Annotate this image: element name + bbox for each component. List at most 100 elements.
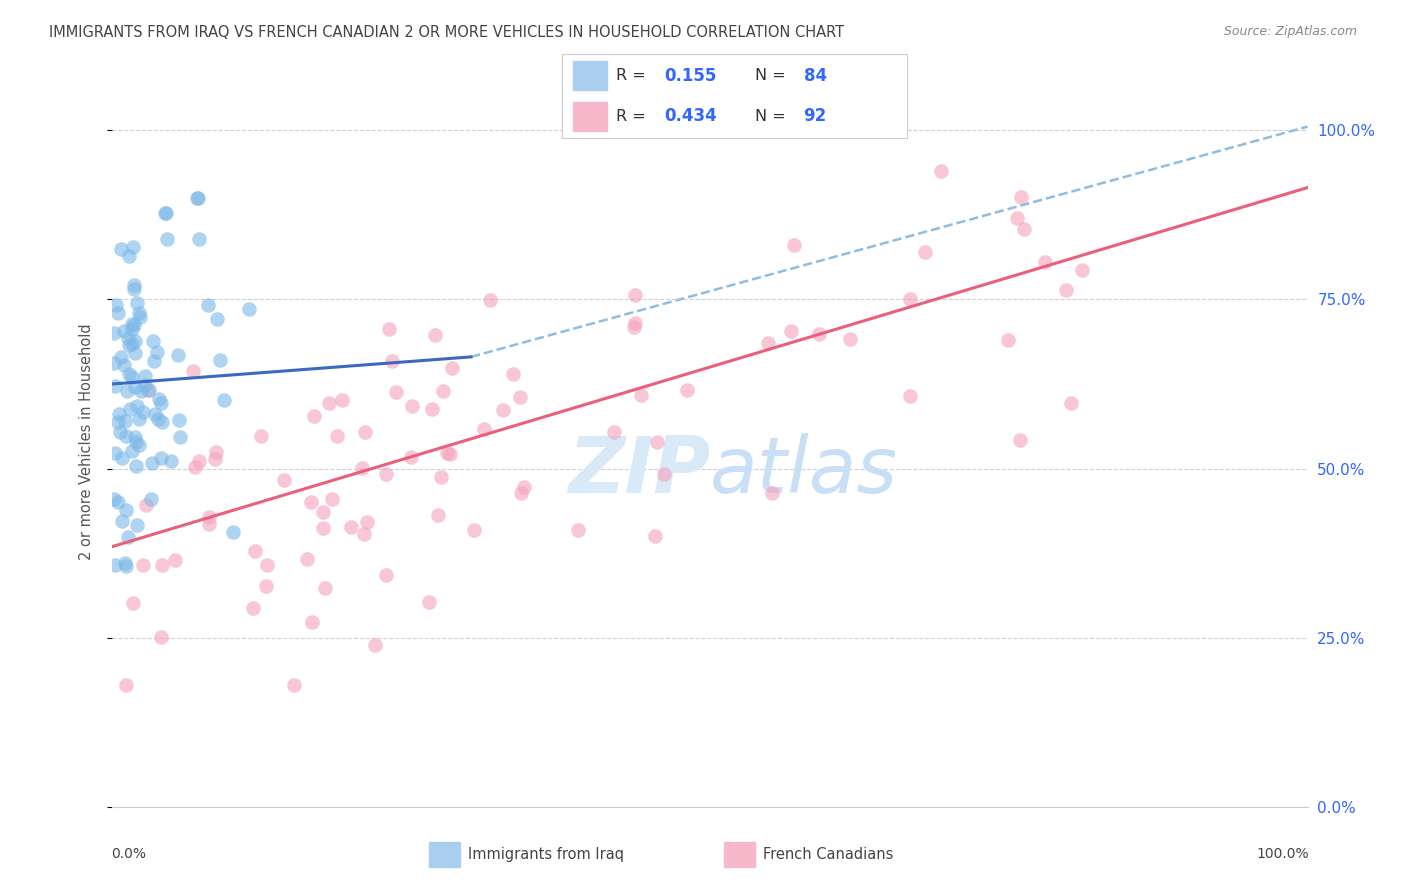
Point [304,409,326,423]
Point [103,356,125,370]
Point [117,331,139,345]
Point [375,567,398,582]
Text: 84: 84 [804,67,827,85]
Point [418,595,440,609]
Point [104,558,127,573]
Point [111,514,134,528]
Point [1054,284,1077,298]
Point [103,492,125,507]
Point [783,238,806,252]
Point [125,435,148,450]
Point [439,447,461,461]
Point [509,390,531,404]
Point [121,370,143,384]
Point [114,559,136,574]
Text: 0.434: 0.434 [664,107,717,125]
Point [115,428,138,442]
Point [114,414,136,428]
Point [401,399,423,413]
Point [121,322,143,336]
Point [138,383,160,397]
Point [603,425,626,439]
Point [502,368,524,382]
Point [104,379,127,393]
Point [125,458,148,473]
Point [898,292,921,306]
Point [128,438,150,452]
Point [492,403,515,417]
Point [129,310,152,324]
Point [103,326,125,341]
Point [155,206,177,220]
Point [254,579,277,593]
Point [929,164,952,178]
Point [353,425,375,440]
Point [256,558,278,573]
Point [510,486,533,500]
Point [122,318,145,333]
Point [623,320,645,334]
Point [283,678,305,692]
Point [121,336,143,351]
Point [141,456,163,470]
Point [242,600,264,615]
Text: 100.0%: 100.0% [1256,847,1309,862]
Point [385,384,408,399]
Point [122,278,145,293]
Point [186,191,208,205]
Point [432,384,454,399]
Point [623,287,645,301]
Point [780,324,803,338]
Point [761,486,783,500]
Point [104,446,127,460]
Point [427,508,450,522]
Point [399,450,422,465]
Point [136,383,159,397]
Point [166,349,188,363]
Point [110,351,132,365]
Point [378,322,401,336]
Point [153,206,176,220]
Point [647,435,669,450]
Point [318,396,340,410]
Point [299,494,322,508]
Text: 0.155: 0.155 [664,67,717,85]
Point [143,407,166,421]
Y-axis label: 2 or more Vehicles in Household: 2 or more Vehicles in Household [79,323,94,560]
Point [169,430,191,444]
Text: French Canadians: French Canadians [763,847,894,862]
Point [127,399,149,413]
Point [339,520,361,534]
Point [115,384,138,398]
Point [630,388,652,402]
Point [652,467,675,481]
Point [124,430,146,444]
Point [312,505,335,519]
Point [148,392,170,406]
Point [124,379,146,393]
Point [295,551,318,566]
Point [204,451,226,466]
Point [440,360,463,375]
Point [139,491,162,506]
Point [187,231,209,245]
Point [114,503,136,517]
Point [165,553,187,567]
Point [150,630,173,644]
Point [330,393,353,408]
Point [117,530,139,544]
Point [420,402,443,417]
Text: N =: N = [755,68,792,83]
Point [644,528,666,542]
Text: 92: 92 [804,107,827,125]
Text: Source: ZipAtlas.com: Source: ZipAtlas.com [1223,25,1357,38]
Text: R =: R = [616,68,651,83]
Point [135,498,157,512]
Point [132,405,155,419]
Text: ZIP: ZIP [568,433,710,508]
Point [1071,263,1094,277]
Point [212,393,235,408]
Point [512,480,534,494]
Point [160,454,183,468]
Point [150,396,173,410]
